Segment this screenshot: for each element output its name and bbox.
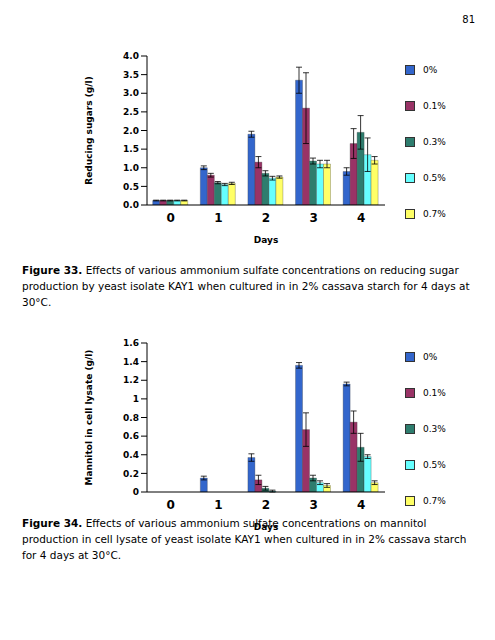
html-text:0.7%: 0.7% (423, 496, 446, 506)
html-text:Figure 33. Effects of various: Figure 33. Effects of various ammonium s… (22, 264, 470, 308)
html-text:0.3%: 0.3% (423, 424, 446, 434)
svg-text:Mannitol in cell lysate (g/l): Mannitol in cell lysate (g/l) (84, 350, 94, 486)
svg-text:0.2: 0.2 (123, 469, 139, 479)
svg-text:0.8: 0.8 (123, 413, 139, 423)
svg-text:0.6: 0.6 (123, 431, 139, 441)
svg-text:Reducing sugars (g/l): Reducing sugars (g/l) (84, 76, 94, 185)
svg-text:1: 1 (214, 498, 222, 512)
html-text:0.1%: 0.1% (423, 101, 446, 111)
svg-text:2: 2 (262, 498, 270, 512)
svg-text:1: 1 (214, 211, 222, 225)
svg-text:4.0: 4.0 (123, 51, 139, 61)
svg-text:0: 0 (133, 487, 139, 497)
html-text:0%: 0% (423, 352, 438, 362)
html-text:0.7%: 0.7% (423, 209, 446, 219)
svg-text:0.4: 0.4 (123, 450, 139, 460)
html-text:0.5%: 0.5% (423, 460, 446, 470)
svg-text:1.0: 1.0 (123, 163, 139, 173)
svg-text:2.0: 2.0 (123, 126, 139, 136)
html-text:0.1%: 0.1% (423, 388, 446, 398)
svg-text:2.5: 2.5 (123, 107, 139, 117)
svg-text:1.4: 1.4 (123, 357, 139, 367)
svg-text:3.5: 3.5 (123, 70, 139, 80)
html-text:Figure 34. Effects of various: Figure 34. Effects of various ammonium s… (22, 517, 467, 561)
html-text:81: 81 (462, 14, 475, 25)
svg-text:2: 2 (262, 211, 270, 225)
svg-text:1.5: 1.5 (123, 144, 139, 154)
svg-text:3: 3 (309, 211, 317, 225)
svg-text:3: 3 (309, 498, 317, 512)
svg-text:1.6: 1.6 (123, 338, 139, 348)
svg-text:0.0: 0.0 (123, 200, 139, 210)
svg-text:0.5: 0.5 (123, 182, 139, 192)
svg-text:Days: Days (254, 235, 279, 245)
svg-text:4: 4 (357, 211, 365, 225)
svg-text:4: 4 (357, 498, 365, 512)
svg-text:3.0: 3.0 (123, 88, 139, 98)
svg-text:0: 0 (167, 498, 175, 512)
svg-text:0: 0 (167, 211, 175, 225)
html-text:0.3%: 0.3% (423, 137, 446, 147)
svg-text:1: 1 (133, 394, 139, 404)
html-text:0.5%: 0.5% (423, 173, 446, 183)
svg-text:1.2: 1.2 (123, 375, 139, 385)
html-text:0%: 0% (423, 65, 438, 75)
